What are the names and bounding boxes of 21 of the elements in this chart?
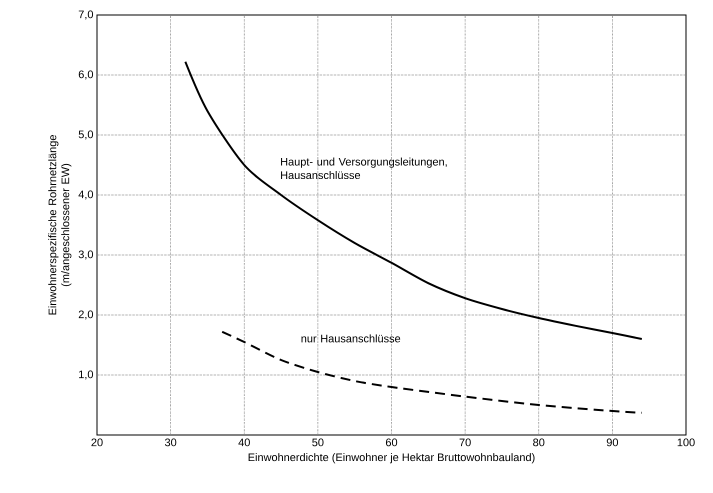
x-tick-label: 70	[460, 438, 471, 446]
x-tick-label: 60	[386, 438, 398, 446]
x-tick-label: 40	[238, 438, 250, 446]
text: nur Hausanschlüsse	[302, 334, 400, 342]
y-tick-label: 6,0	[78, 70, 94, 80]
y-tick-label: 5,0	[78, 130, 94, 140]
y-tick-label: 3,0	[78, 250, 94, 260]
x-tick-label: 20	[91, 438, 103, 446]
x-tick-label: 30	[164, 438, 176, 446]
x-axis-title: Einwohnerdichte (Einwohner je Hektar Bruttowohnbauland)	[248, 453, 535, 464]
y-axis-title: Einwohnerspezifische Rohrnetzlänge (m/angeschlossener EW)	[48, 135, 72, 315]
y-tick-label: 2,0	[78, 310, 94, 320]
x-tick-label: 90	[606, 438, 618, 446]
x-tick-label: 100	[678, 438, 695, 446]
y-tick-label: 4,0	[78, 190, 94, 200]
y-tick-label: 1,0	[79, 370, 94, 380]
series-label: Haupt- und Versorgungsleitungen, Hausanschlüsse	[281, 158, 447, 180]
x-tick-label: 50	[312, 438, 324, 446]
x-tick-label: 80	[533, 438, 544, 446]
line-series	[221, 330, 643, 414]
y-tick-label: 7,0	[78, 10, 94, 20]
